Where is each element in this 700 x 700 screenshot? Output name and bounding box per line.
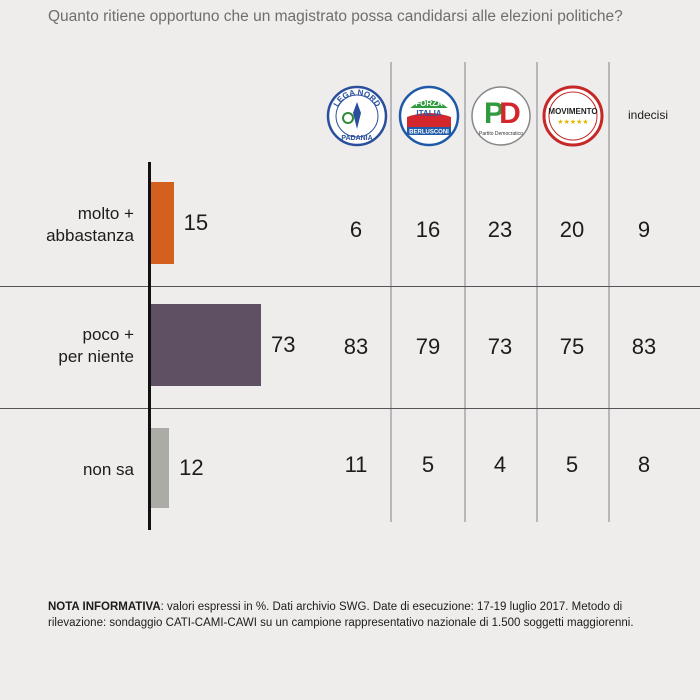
footnote-label: NOTA INFORMATIVA (48, 601, 161, 613)
table-cell: 23 (487, 217, 513, 242)
bar-value-label: 15 (183, 210, 209, 235)
column-divider (464, 62, 466, 522)
bar-value-label: 12 (179, 455, 204, 480)
row-divider (0, 408, 700, 409)
bar (151, 304, 261, 386)
column-divider (608, 62, 610, 522)
chart-title: Quanto ritiene opportuno che un magistra… (48, 8, 623, 25)
table-cell: 16 (415, 217, 441, 242)
table-cell: 5 (565, 452, 579, 477)
pd-logo-bottom-text: Partito Democratico (479, 131, 523, 137)
table-cell: 4 (493, 452, 507, 477)
table-cell: 11 (344, 452, 368, 477)
m5s-logo-top-text: MOVIMENTO (548, 107, 597, 116)
table-cell: 6 (349, 217, 363, 242)
table-cell: 9 (637, 217, 651, 242)
table-cell: 5 (421, 452, 435, 477)
category-label: non sa (82, 460, 134, 479)
svg-text:P: P (484, 97, 504, 130)
m5s-logo-stars: ★★★★★ (557, 118, 588, 126)
table-cell: 73 (487, 334, 513, 359)
column-divider (390, 62, 392, 522)
footnote: NOTA INFORMATIVA: valori espressi in %. … (48, 599, 668, 631)
bar (151, 428, 170, 508)
svg-text:D: D (499, 97, 521, 130)
table-cell: 79 (415, 334, 441, 359)
row-divider (0, 286, 700, 287)
lega-nord-logo: LEGA NORD PADANIA (326, 85, 388, 147)
forza-logo-bottom-text: BERLUSCONI (409, 130, 449, 136)
lega-logo-bottom-text: PADANIA (341, 135, 372, 142)
forza-logo-mid-text: ITALIA (416, 109, 441, 118)
forza-logo-top-text: FORZA (415, 99, 443, 108)
m5s-logo: MOVIMENTO ★★★★★ (542, 85, 604, 147)
forza-italia-logo: FORZA ITALIA BERLUSCONI (398, 85, 460, 147)
table-cell: 8 (637, 452, 651, 477)
table-cell: 83 (343, 334, 369, 359)
column-divider (536, 62, 538, 522)
category-label: poco + per niente (58, 325, 134, 366)
table-cell: 20 (559, 217, 585, 242)
indecisi-header: indecisi (627, 108, 669, 122)
bar (151, 182, 174, 264)
table-cell: 83 (631, 334, 657, 359)
pd-logo: P D Partito Democratico (470, 85, 532, 147)
category-label: molto + abbastanza (46, 204, 134, 245)
bar-value-label: 73 (271, 332, 296, 357)
chart-axis (148, 162, 151, 530)
footnote-text: : valori espressi in %. Dati archivio SW… (48, 601, 634, 629)
table-cell: 75 (559, 334, 585, 359)
